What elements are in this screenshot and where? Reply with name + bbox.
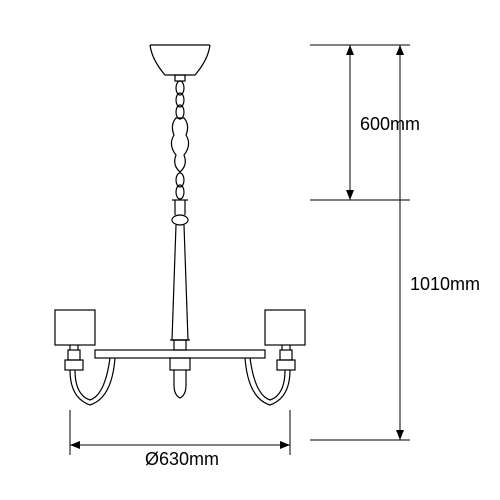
dimension-vertical xyxy=(310,45,410,440)
ornament xyxy=(171,118,188,172)
chain-lower xyxy=(176,173,184,199)
arm-bar xyxy=(95,350,265,358)
dim-width: Ø630mm xyxy=(145,449,219,469)
technical-drawing: 600mm 1010mm Ø630mm xyxy=(0,0,500,500)
canopy xyxy=(150,45,210,81)
dim-height-upper: 600mm xyxy=(360,114,420,134)
dim-height-total: 1010mm xyxy=(410,274,480,294)
stem xyxy=(170,200,190,350)
finial xyxy=(170,358,190,398)
chain xyxy=(176,81,184,119)
